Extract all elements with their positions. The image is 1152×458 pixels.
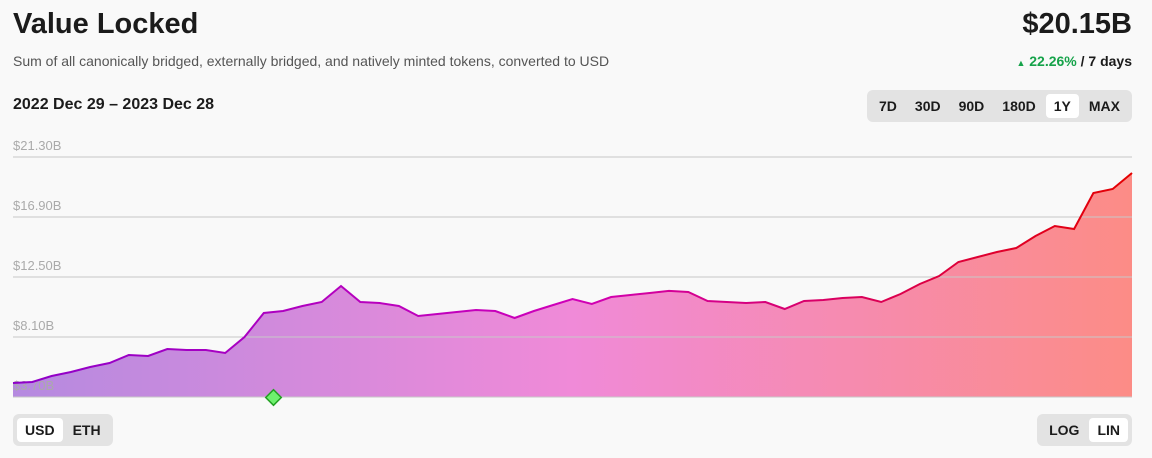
event-marker <box>264 388 283 407</box>
unit-buttons: USD ETH <box>13 414 113 446</box>
button[interactable]: 7D <box>879 98 897 114</box>
y-tick-label: $3.70B <box>13 378 54 393</box>
change-box: ▲ 22.26% / 7 days <box>1016 53 1132 69</box>
button[interactable]: ETH <box>72 422 101 438</box>
scale-buttons: LOG LIN <box>1037 414 1132 446</box>
button[interactable]: LOG <box>1049 422 1080 438</box>
y-tick-label: $16.90B <box>13 198 61 213</box>
button[interactable]: MAX <box>1088 98 1120 114</box>
area <box>13 173 1132 397</box>
subtitle: Sum of all canonically bridged, external… <box>13 53 610 69</box>
total: $20.15B <box>1022 8 1132 40</box>
range-buttons: 7D 30D 90D 180D 1Y MAX <box>867 90 1132 122</box>
change: 22.26% <box>1029 53 1077 69</box>
y-tick-label: $8.10B <box>13 318 54 333</box>
y-tick-label: $21.30B <box>13 138 61 153</box>
button[interactable]: LIN <box>1089 418 1128 442</box>
button[interactable]: 90D <box>958 98 985 114</box>
button[interactable]: 180D <box>1002 98 1036 114</box>
title: Value Locked <box>13 8 199 40</box>
y-tick-label: $12.50B <box>13 258 61 273</box>
up-arrow: ▲ <box>1016 58 1026 68</box>
button[interactable]: USD <box>17 418 63 442</box>
button[interactable]: 30D <box>914 98 941 114</box>
line <box>12 172 1133 384</box>
date-range: 2022 Dec 29 – 2023 Dec 28 <box>13 96 215 113</box>
period: / 7 days <box>1080 53 1132 69</box>
button[interactable]: 1Y <box>1045 94 1079 118</box>
